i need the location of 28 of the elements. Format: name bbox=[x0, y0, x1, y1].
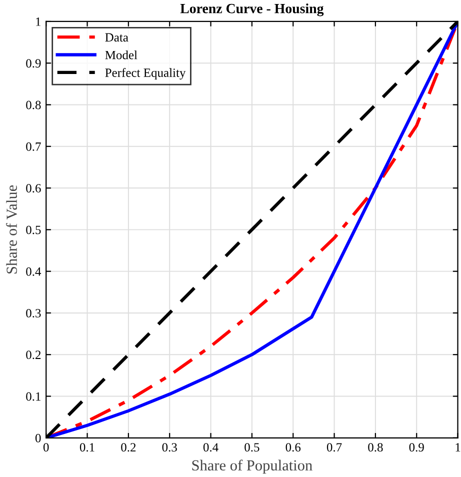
x-tick-label: 1 bbox=[456, 443, 460, 452]
y-tick-label: 0.1 bbox=[26, 392, 40, 401]
x-tick-label: 0.7 bbox=[326, 443, 342, 452]
y-tick-label: 0 bbox=[35, 434, 41, 442]
x-tick-label: 0.6 bbox=[286, 443, 301, 452]
y-axis-title: Share of Value bbox=[6, 185, 18, 274]
x-tick-label: 0.4 bbox=[203, 443, 218, 452]
x-tick-label: 0.2 bbox=[121, 443, 136, 452]
y-tick-label: 0.7 bbox=[26, 142, 41, 151]
y-tick-label: 0.9 bbox=[26, 59, 41, 68]
chart-title: Lorenz Curve - Housing bbox=[180, 3, 324, 16]
x-tick-label: 0.8 bbox=[368, 443, 383, 452]
y-tick-label: 1 bbox=[36, 18, 40, 26]
x-tick-label: 0.9 bbox=[409, 443, 424, 452]
y-tick-label: 0.8 bbox=[26, 100, 41, 110]
legend-label: Data bbox=[105, 33, 128, 42]
y-tick-label: 0.5 bbox=[26, 226, 41, 234]
y-tick-label: 0.2 bbox=[26, 350, 41, 360]
x-tick-label: 0.3 bbox=[162, 443, 177, 452]
x-tick-label: 0.5 bbox=[244, 443, 260, 452]
x-tick-label: 0.1 bbox=[80, 443, 94, 452]
y-tick-label: 0.4 bbox=[26, 267, 42, 276]
y-tick-label: 0.3 bbox=[26, 308, 41, 318]
legend-label: Perfect Equality bbox=[105, 68, 186, 80]
legend-label: Model bbox=[105, 50, 138, 60]
y-tick-label: 0.6 bbox=[26, 184, 41, 193]
x-axis-title: Share of Population bbox=[192, 460, 312, 474]
x-tick-label: 0 bbox=[43, 443, 49, 452]
